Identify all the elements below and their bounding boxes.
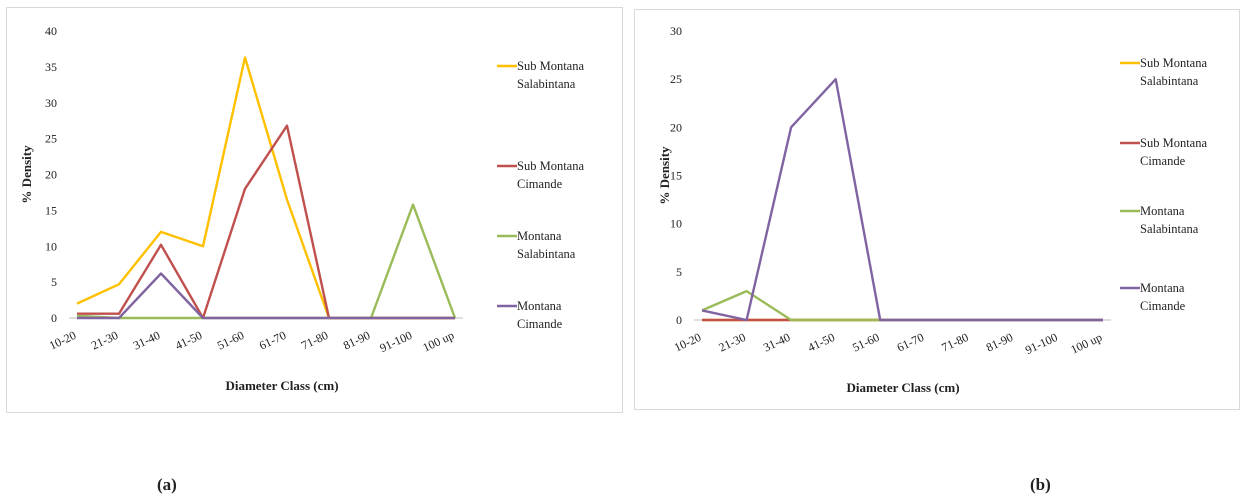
x-tick-label-b: 41-50 (806, 330, 837, 355)
caption-a: (a) (157, 475, 177, 494)
series-line-montana-salabintana-b (701, 289, 1103, 322)
x-tick-label-a: 21-30 (89, 328, 120, 353)
y-tick-label-a: 25 (45, 132, 57, 146)
y-tick-label-a: 30 (45, 96, 57, 110)
x-tick-label-a: 71-80 (299, 328, 330, 353)
x-tick-label-a: 10-20 (47, 328, 78, 353)
legend-label-montana-cimande-a: Montana (517, 299, 562, 313)
x-tick-label-b: 10-20 (672, 330, 703, 355)
legend-label-montana-salabintana-b: Montana (1140, 204, 1185, 218)
series-line-sub-montana-cimande-a (77, 124, 455, 320)
legend-label-sub-montana-cimande-b-line2: Cimande (1140, 154, 1186, 168)
legend-label-sub-montana-salabintana-b-line2: Salabintana (1140, 74, 1199, 88)
x-tick-label-a: 61-70 (257, 328, 288, 353)
y-tick-label-b: 0 (676, 313, 682, 327)
caption-b: (b) (1030, 475, 1051, 494)
x-tick-label-b: 81-90 (984, 330, 1015, 355)
y-tick-label-a: 10 (45, 239, 57, 253)
x-tick-label-b: 100 up (1068, 330, 1104, 357)
legend-label-montana-salabintana-a-line2: Salabintana (517, 247, 576, 261)
series-line-montana-cimande-b (701, 77, 1103, 322)
x-axis-title-a: Diameter Class (cm) (225, 378, 338, 393)
y-tick-label-a: 0 (51, 311, 57, 325)
x-tick-label-b: 21-30 (717, 330, 748, 355)
legend-label-sub-montana-cimande-a-line2: Cimande (517, 177, 563, 191)
legend-label-sub-montana-salabintana-a: Sub Montana (517, 59, 584, 73)
legend-label-sub-montana-cimande-b: Sub Montana (1140, 136, 1207, 150)
x-tick-label-b: 51-60 (850, 330, 881, 355)
series-line-montana-cimande-a (77, 272, 455, 320)
y-tick-label-a: 5 (51, 275, 57, 289)
legend-label-sub-montana-salabintana-b: Sub Montana (1140, 56, 1207, 70)
y-tick-label-b: 30 (670, 24, 682, 38)
x-axis-title-b: Diameter Class (cm) (846, 380, 959, 395)
x-tick-label-a: 81-90 (341, 328, 372, 353)
x-tick-label-a: 41-50 (173, 328, 204, 353)
y-tick-label-b: 25 (670, 72, 682, 86)
legend-label-montana-cimande-a-line2: Cimande (517, 317, 563, 331)
y-tick-label-b: 5 (676, 265, 682, 279)
legend-label-montana-cimande-b-line2: Cimande (1140, 299, 1186, 313)
y-tick-label-b: 15 (670, 169, 682, 183)
series-line-sub-montana-salabintana-a (76, 56, 455, 320)
chart-panel-a: 0 5 10 15 20 25 30 35 40 10-20 21-30 31-40 41-50 51-6… (6, 7, 623, 413)
x-tick-label-a: 51-60 (215, 328, 246, 353)
x-tick-label-b: 91-100 (1023, 330, 1060, 357)
chart-b-svg: 0 5 10 15 20 25 30 10-20 21-30 31-40 41-50 51-60 61-… (657, 24, 1207, 395)
y-tick-label-a: 35 (45, 60, 57, 74)
chart-a-svg: 0 5 10 15 20 25 30 35 40 10-20 21-30 31-40 41-50 51-6… (19, 24, 584, 393)
x-tick-label-b: 61-70 (895, 330, 926, 355)
y-tick-label-a: 40 (45, 24, 57, 38)
legend-label-sub-montana-salabintana-a-line2: Salabintana (517, 77, 576, 91)
chart-panel-b: 0 5 10 15 20 25 30 10-20 21-30 31-40 41-50 51-60 61-… (634, 9, 1240, 410)
y-tick-label-b: 10 (670, 217, 682, 231)
y-tick-label-b: 20 (670, 120, 682, 134)
x-tick-label-b: 31-40 (761, 330, 792, 355)
legend-label-montana-cimande-b: Montana (1140, 281, 1185, 295)
x-tick-label-a: 91-100 (378, 328, 415, 355)
y-axis-title-b: % Density (657, 146, 672, 205)
legend-label-montana-salabintana-b-line2: Salabintana (1140, 222, 1199, 236)
x-tick-label-b: 71-80 (939, 330, 970, 355)
legend-label-sub-montana-cimande-a: Sub Montana (517, 159, 584, 173)
x-tick-label-a: 31-40 (131, 328, 162, 353)
y-axis-title-a: % Density (19, 145, 34, 204)
y-tick-label-a: 20 (45, 168, 57, 182)
y-tick-label-a: 15 (45, 203, 57, 217)
legend-label-montana-salabintana-a: Montana (517, 229, 562, 243)
x-tick-label-a: 100 up (420, 328, 456, 355)
